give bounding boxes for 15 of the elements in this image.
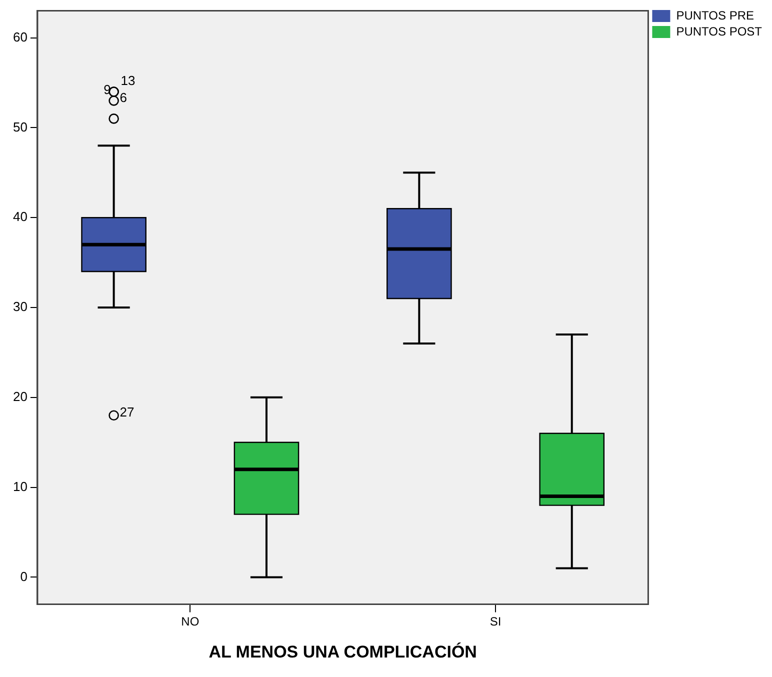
legend-label: PUNTOS POST: [676, 24, 763, 38]
y-tick-label: 60: [12, 29, 28, 44]
x-axis-title: AL MENOS UNA COMPLICACIÓN: [208, 641, 477, 662]
y-tick-label: 50: [12, 119, 28, 134]
x-tick-label: NO: [181, 614, 200, 629]
legend-label: PUNTOS PRE: [676, 8, 754, 22]
y-tick-label: 0: [20, 568, 28, 584]
x-tick-label: SI: [490, 614, 502, 629]
annotation: 27: [120, 404, 134, 420]
y-tick-label: 10: [12, 478, 28, 494]
y-tick-label: 20: [12, 388, 28, 404]
y-tick-label: 40: [12, 209, 28, 224]
annotation: 13: [120, 72, 136, 88]
y-tick-label: 30: [12, 299, 28, 314]
annotation: 6: [120, 90, 128, 105]
